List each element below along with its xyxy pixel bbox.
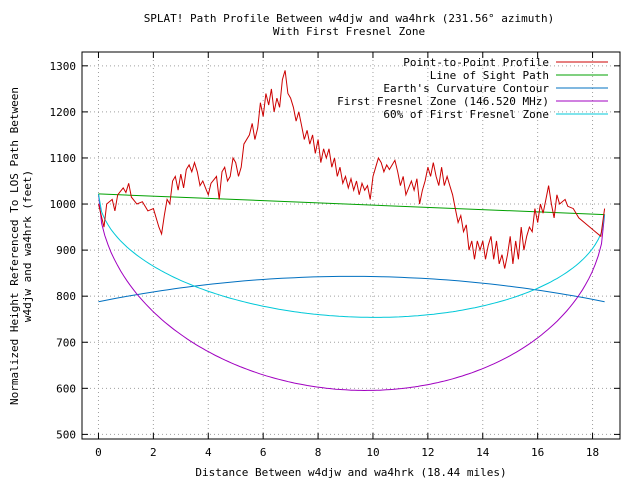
legend-label: First Fresnel Zone (146.520 MHz) [337, 95, 549, 108]
earth-curvature-line [98, 275, 605, 303]
x-tick-label: 8 [315, 446, 322, 459]
fresnel-60-line [98, 193, 606, 318]
legend-label: Line of Sight Path [430, 69, 549, 82]
y-axis-label-line2: w4djw and wa4hrk (feet) [21, 170, 34, 322]
y-tick-label: 1000 [50, 198, 77, 211]
x-tick-label: 10 [366, 446, 379, 459]
x-tick-label: 12 [421, 446, 434, 459]
y-tick-label: 800 [56, 290, 76, 303]
legend-label: Point-to-Point Profile [403, 56, 549, 69]
y-tick-label: 1200 [50, 106, 77, 119]
fresnel-zone-line [98, 193, 606, 392]
axis-ticks: 0 2 4 6 8 10 12 14 16 18 500 600 700 800 900 1000 1100 12… [50, 52, 620, 459]
x-tick-label: 2 [150, 446, 157, 459]
x-tick-label: 14 [476, 446, 490, 459]
y-tick-label: 600 [56, 382, 76, 395]
y-tick-label: 500 [56, 428, 76, 441]
line-of-sight-line [98, 193, 605, 216]
x-tick-label: 4 [205, 446, 212, 459]
series-group [98, 70, 606, 392]
chart-title: SPLAT! Path Profile Between w4djw and wa… [144, 12, 555, 25]
chart-subtitle: With First Fresnel Zone [273, 25, 425, 38]
x-tick-label: 6 [260, 446, 267, 459]
x-tick-label: 18 [586, 446, 599, 459]
x-axis-label: Distance Between w4djw and wa4hrk (18.44… [195, 466, 506, 479]
y-tick-label: 900 [56, 244, 76, 257]
legend-label: Earth's Curvature Contour [383, 82, 549, 95]
y-tick-label: 1300 [50, 60, 77, 73]
plot-border [81, 51, 621, 440]
y-axis-label-line1: Normalized Height Referenced To LOS Path… [8, 87, 21, 405]
x-tick-label: 0 [95, 446, 102, 459]
y-tick-label: 700 [56, 336, 76, 349]
terrain-profile-line [98, 70, 606, 269]
x-tick-label: 16 [531, 446, 544, 459]
legend-label: 60% of First Fresnel Zone [383, 108, 549, 121]
y-tick-label: 1100 [50, 152, 77, 165]
